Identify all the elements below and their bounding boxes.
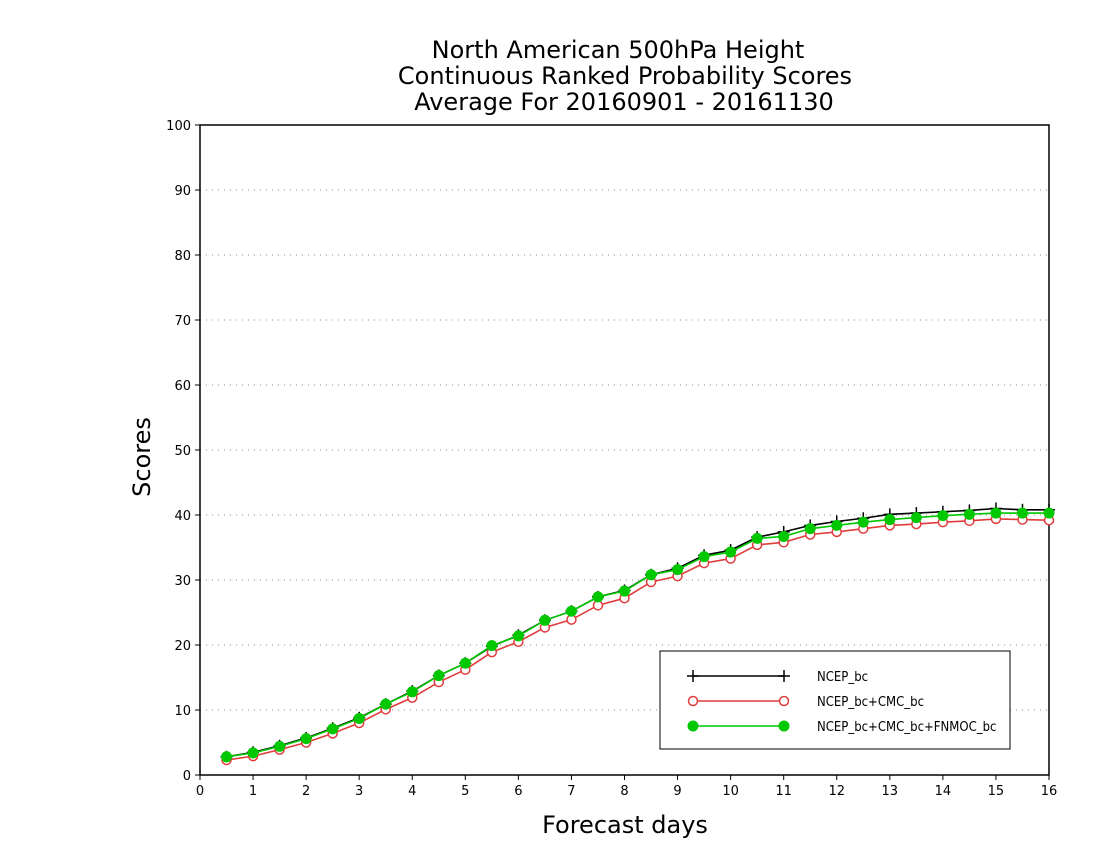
y-tick-label: 80 xyxy=(174,249,191,264)
x-tick-label: 5 xyxy=(461,784,469,799)
data-point xyxy=(619,585,630,597)
gridlines xyxy=(200,189,1049,711)
data-point xyxy=(433,670,445,682)
data-point xyxy=(565,605,577,617)
data-point xyxy=(910,512,922,524)
data-point xyxy=(804,523,816,535)
legend-label: NCEP_bc+CMC_bc xyxy=(817,695,924,710)
legend-entry: NCEP_bc+CMC_bc xyxy=(687,695,924,710)
y-tick-label: 40 xyxy=(174,509,191,524)
x-tick-label: 14 xyxy=(935,784,952,799)
y-axis-label: Scores xyxy=(128,417,156,497)
legend-marker xyxy=(778,695,790,707)
data-point xyxy=(990,507,1002,519)
data-point xyxy=(672,564,684,576)
y-tick-label: 10 xyxy=(174,704,191,719)
x-tick-label: 8 xyxy=(620,784,628,799)
data-point xyxy=(963,508,975,520)
legend-marker xyxy=(687,670,699,682)
data-point xyxy=(778,530,790,542)
legend-marker xyxy=(687,720,699,732)
x-tick-label: 6 xyxy=(514,784,522,799)
legend-label: NCEP_bc xyxy=(817,670,868,685)
title-line-2: Continuous Ranked Probability Scores xyxy=(398,62,852,90)
legend-label: NCEP_bc+CMC_bc+FNMOC_bc xyxy=(817,720,996,735)
y-axis: 0 10 20 30 40 50 60 70 80 90 100 xyxy=(166,119,200,784)
x-tick-label: 1 xyxy=(249,784,257,799)
legend-entry: NCEP_bc+CMC_bc+FNMOC_bc xyxy=(687,720,996,735)
data-point xyxy=(539,614,551,626)
y-tick-label: 30 xyxy=(174,574,191,589)
legend-marker xyxy=(778,670,790,682)
title-line-1: North American 500hPa Height xyxy=(432,36,805,64)
y-tick-label: 0 xyxy=(183,769,191,784)
data-point xyxy=(937,510,949,522)
data-point xyxy=(857,516,869,528)
x-tick-label: 15 xyxy=(988,784,1005,799)
data-point xyxy=(831,519,843,531)
y-tick-label: 90 xyxy=(174,184,191,199)
x-tick-label: 10 xyxy=(722,784,739,799)
x-tick-label: 4 xyxy=(408,784,416,799)
x-axis-label: Forecast days xyxy=(542,811,708,839)
data-point xyxy=(698,551,710,563)
legend-entry: NCEP_bc xyxy=(687,670,868,685)
x-tick-label: 7 xyxy=(567,784,575,799)
data-point xyxy=(1043,507,1055,519)
series-3 xyxy=(221,507,1055,763)
legend-marker xyxy=(687,695,699,707)
data-point xyxy=(274,740,286,752)
data-point xyxy=(247,747,259,759)
legend-box xyxy=(659,650,1011,750)
x-tick-label: 0 xyxy=(196,784,204,799)
data-point xyxy=(884,514,896,526)
x-tick-label: 3 xyxy=(355,784,363,799)
data-point xyxy=(486,640,498,652)
data-point xyxy=(725,546,737,558)
data-series xyxy=(220,502,1055,766)
data-point xyxy=(221,751,233,763)
data-point xyxy=(459,657,471,669)
data-point xyxy=(1016,507,1028,519)
data-point xyxy=(353,712,365,724)
y-tick-label: 60 xyxy=(174,379,191,394)
data-point xyxy=(380,698,392,710)
x-tick-label: 2 xyxy=(302,784,310,799)
data-point xyxy=(751,532,763,544)
data-point xyxy=(406,686,418,698)
x-tick-label: 13 xyxy=(882,784,899,799)
x-axis: 0 1 2 3 4 5 6 7 8 9 10 11 12 13 14 15 16 xyxy=(196,775,1057,799)
legend-marker xyxy=(778,720,790,732)
data-point xyxy=(592,591,604,603)
title-line-3: Average For 20160901 - 20161130 xyxy=(414,88,834,116)
y-tick-label: 20 xyxy=(174,639,191,654)
x-tick-label: 12 xyxy=(828,784,845,799)
y-tick-label: 70 xyxy=(174,314,191,329)
x-tick-label: 11 xyxy=(775,784,792,799)
data-point xyxy=(645,569,657,581)
chart-title: North American 500hPa Height Continuous … xyxy=(398,36,852,116)
data-point xyxy=(300,733,312,745)
y-tick-label: 100 xyxy=(166,119,191,134)
x-tick-label: 9 xyxy=(673,784,681,799)
data-point xyxy=(327,723,339,735)
data-point xyxy=(512,630,524,642)
legend: NCEP_bc NCEP_bc+CMC_bc NCEP_bc+CMC_bc+FNMO… xyxy=(659,650,1011,750)
y-tick-label: 50 xyxy=(174,444,191,459)
x-tick-label: 16 xyxy=(1041,784,1058,799)
